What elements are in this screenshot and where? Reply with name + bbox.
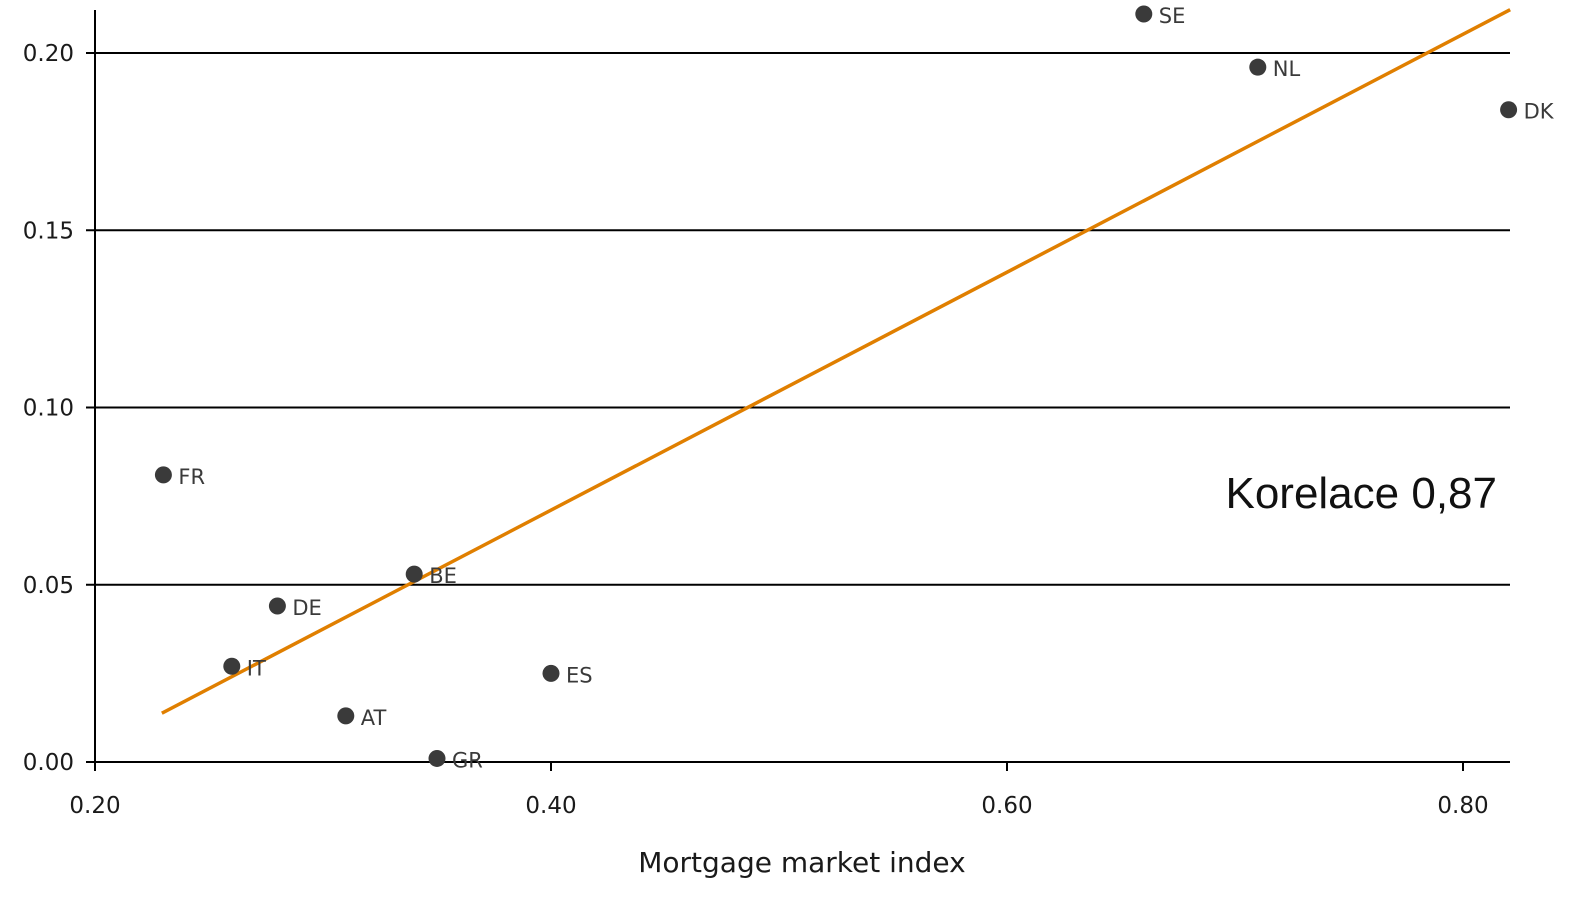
point-label-fr: FR: [178, 465, 205, 489]
data-point-it: [223, 657, 241, 675]
point-label-dk: DK: [1524, 100, 1555, 124]
data-point-be: [405, 565, 423, 583]
y-tick-label: 0.10: [23, 396, 74, 422]
axes: 0.00 0.05 0.10 0.15 0.20 0.20 0.40 0.60 0.80: [23, 10, 1510, 819]
data-point-dk: [1500, 101, 1518, 119]
y-tick-label: 0.00: [23, 750, 74, 776]
gridlines: [95, 52, 1510, 586]
data-point-fr: [154, 466, 172, 484]
point-label-de: DE: [292, 596, 321, 620]
point-label-at: AT: [361, 706, 387, 730]
labels-group: SE NL DK FR BE DE IT ES AT GR: [178, 4, 1554, 772]
data-point-se: [1135, 5, 1153, 23]
y-tick-label: 0.20: [23, 41, 74, 67]
point-label-se: SE: [1159, 4, 1186, 28]
data-point-es: [542, 664, 560, 682]
x-tick-label: 0.60: [981, 793, 1032, 819]
data-point-nl: [1249, 58, 1267, 76]
x-tick-label: 0.40: [525, 793, 576, 819]
point-label-es: ES: [566, 663, 593, 687]
x-tick-label: 0.80: [1437, 793, 1488, 819]
point-label-gr: GR: [452, 748, 483, 772]
data-point-at: [337, 707, 355, 725]
point-label-nl: NL: [1273, 57, 1301, 81]
point-label-it: IT: [247, 656, 266, 680]
points-group: [154, 5, 1518, 767]
correlation-annotation: Korelace 0,87: [1225, 469, 1497, 518]
data-point-gr: [428, 749, 446, 767]
y-tick-label: 0.15: [23, 218, 74, 244]
trendline: [161, 8, 1511, 715]
point-label-be: BE: [429, 564, 457, 588]
x-axis-label: Mortgage market index: [638, 846, 965, 879]
trendline-group: [161, 8, 1511, 715]
y-tick-label: 0.05: [23, 573, 74, 599]
x-tick-label: 0.20: [69, 793, 120, 819]
data-point-de: [268, 597, 286, 615]
